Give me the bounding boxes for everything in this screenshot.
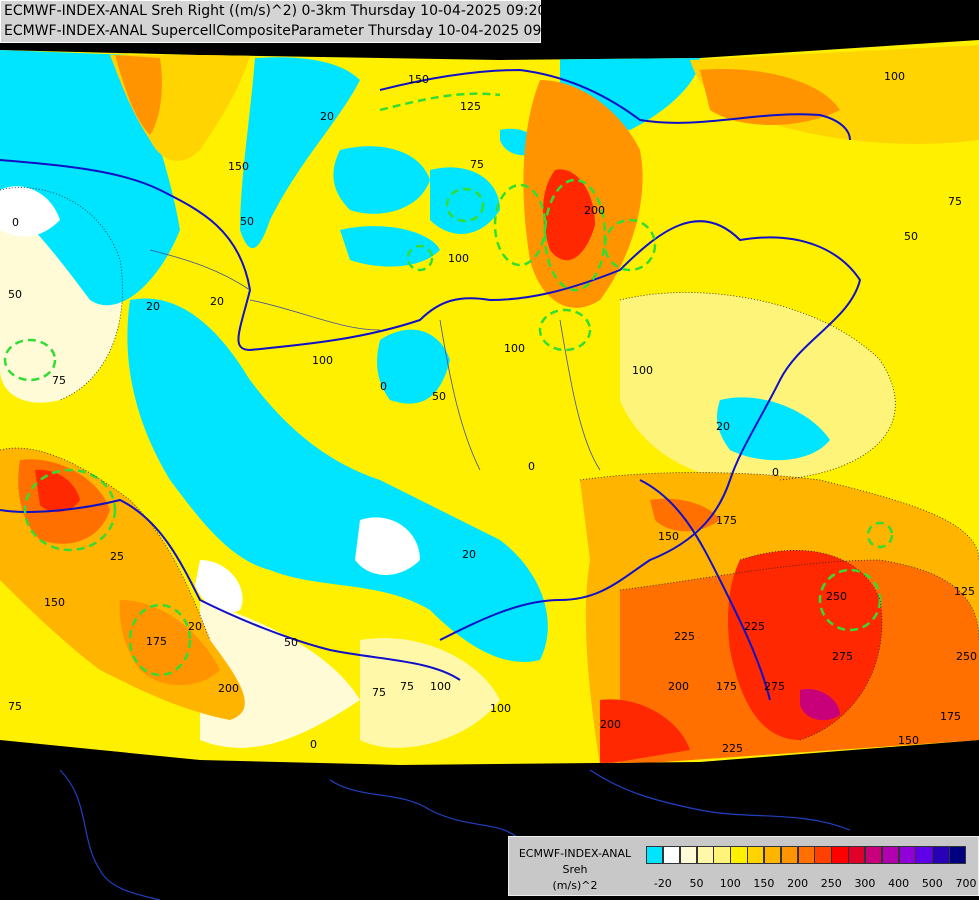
title-box: ECMWF-INDEX-ANAL Sreh Right ((m/s)^2) 0-… bbox=[0, 0, 564, 43]
map-label: 150 bbox=[658, 530, 679, 543]
legend-swatch bbox=[898, 846, 916, 864]
map-label: 250 bbox=[956, 650, 977, 663]
map-label: 75 bbox=[470, 158, 484, 171]
contour-labels: 150 125 100 75 50 20 0 75 100 150 200 10… bbox=[8, 70, 977, 755]
map-label: 50 bbox=[904, 230, 918, 243]
map-label: 75 bbox=[372, 686, 386, 699]
map-label: 200 bbox=[584, 204, 605, 217]
scp-contours bbox=[3, 92, 894, 677]
map-label: 20 bbox=[146, 300, 160, 313]
map-label: 250 bbox=[826, 590, 847, 603]
map-label: 20 bbox=[320, 110, 334, 123]
legend-tick: 400 bbox=[888, 877, 910, 890]
map-label: 50 bbox=[240, 215, 254, 228]
outside-borders bbox=[59, 769, 851, 900]
map-label: 100 bbox=[632, 364, 653, 377]
map-label: 150 bbox=[44, 596, 65, 609]
legend-unit: (m/s)^2 bbox=[552, 879, 598, 892]
legend-swatch bbox=[696, 846, 714, 864]
legend-swatch bbox=[662, 846, 681, 864]
map-label: 225 bbox=[722, 742, 743, 755]
map-label: 100 bbox=[884, 70, 905, 83]
map-label: 20 bbox=[462, 548, 476, 561]
legend-swatch bbox=[780, 846, 799, 864]
map-label: 100 bbox=[312, 354, 333, 367]
map-label: 0 bbox=[528, 460, 535, 473]
map-label: 20 bbox=[188, 620, 202, 633]
legend-tick: 300 bbox=[854, 877, 876, 890]
legend-tick: 100 bbox=[719, 877, 741, 890]
map-label: 0 bbox=[12, 216, 19, 229]
legend-swatch bbox=[747, 846, 765, 864]
legend-tick: 50 bbox=[689, 877, 704, 890]
map-label: 125 bbox=[954, 585, 975, 598]
map-label: 100 bbox=[430, 680, 451, 693]
legend-tick: 150 bbox=[753, 877, 775, 890]
map-label: 100 bbox=[504, 342, 525, 355]
legend-swatch bbox=[730, 846, 748, 864]
regional-borders bbox=[149, 249, 601, 471]
map-label: 100 bbox=[448, 252, 469, 265]
legend-swatch bbox=[831, 846, 849, 864]
map-label: 175 bbox=[940, 710, 961, 723]
legend-swatch bbox=[646, 846, 664, 864]
map-label: 0 bbox=[310, 738, 317, 751]
map-label: 50 bbox=[8, 288, 22, 301]
title-line-1: ECMWF-INDEX-ANAL Sreh Right ((m/s)^2) 0-… bbox=[4, 3, 547, 19]
map-label: 175 bbox=[716, 680, 737, 693]
legend-swatch bbox=[949, 846, 967, 864]
legend-swatch bbox=[881, 846, 900, 864]
legend-swatch bbox=[915, 846, 933, 864]
map-label: 225 bbox=[674, 630, 695, 643]
legend-swatch bbox=[864, 846, 883, 864]
map-label: 150 bbox=[228, 160, 249, 173]
map-label: 175 bbox=[146, 635, 167, 648]
legend-tick: 500 bbox=[921, 877, 943, 890]
legend-swatch bbox=[848, 846, 866, 864]
map-label: 100 bbox=[490, 702, 511, 715]
map-label: 75 bbox=[8, 700, 22, 713]
map-label: 275 bbox=[764, 680, 785, 693]
map-label: 20 bbox=[716, 420, 730, 433]
legend-swatch bbox=[713, 846, 731, 864]
country-borders bbox=[0, 68, 862, 701]
legend-swatch bbox=[679, 846, 697, 864]
map-label: 200 bbox=[600, 718, 621, 731]
map-label: 25 bbox=[110, 550, 124, 563]
map-label: 275 bbox=[832, 650, 853, 663]
sreh-contours bbox=[0, 187, 979, 741]
map-label: 20 bbox=[210, 295, 224, 308]
legend-swatch bbox=[814, 846, 832, 864]
map-label: 75 bbox=[400, 680, 414, 693]
map-label: 200 bbox=[218, 682, 239, 695]
legend: ECMWF-INDEX-ANAL Sreh (m/s)^2 -20 50 100 15… bbox=[508, 836, 979, 896]
map-label: 50 bbox=[432, 390, 446, 403]
map-label: 175 bbox=[716, 514, 737, 527]
map-label: 200 bbox=[668, 680, 689, 693]
legend-tick: 200 bbox=[787, 877, 809, 890]
map-label: 125 bbox=[460, 100, 481, 113]
map-label: 75 bbox=[52, 374, 66, 387]
legend-tick: 250 bbox=[820, 877, 842, 890]
map-label: 150 bbox=[408, 73, 429, 86]
legend-swatch bbox=[797, 846, 815, 864]
map-label: 0 bbox=[380, 380, 387, 393]
map-label: 225 bbox=[744, 620, 765, 633]
map-label: 75 bbox=[948, 195, 962, 208]
title-line-2: ECMWF-INDEX-ANAL SupercellCompositeParam… bbox=[4, 23, 564, 39]
legend-model: ECMWF-INDEX-ANAL bbox=[518, 847, 632, 860]
legend-swatch bbox=[932, 846, 950, 864]
map-label: 150 bbox=[898, 734, 919, 747]
legend-tick: -20 bbox=[653, 877, 672, 890]
map-label: 50 bbox=[284, 636, 298, 649]
legend-tick: 700 bbox=[955, 877, 977, 890]
legend-variable: Sreh bbox=[562, 863, 588, 876]
legend-swatch bbox=[763, 846, 782, 864]
map-label: 0 bbox=[772, 466, 779, 479]
